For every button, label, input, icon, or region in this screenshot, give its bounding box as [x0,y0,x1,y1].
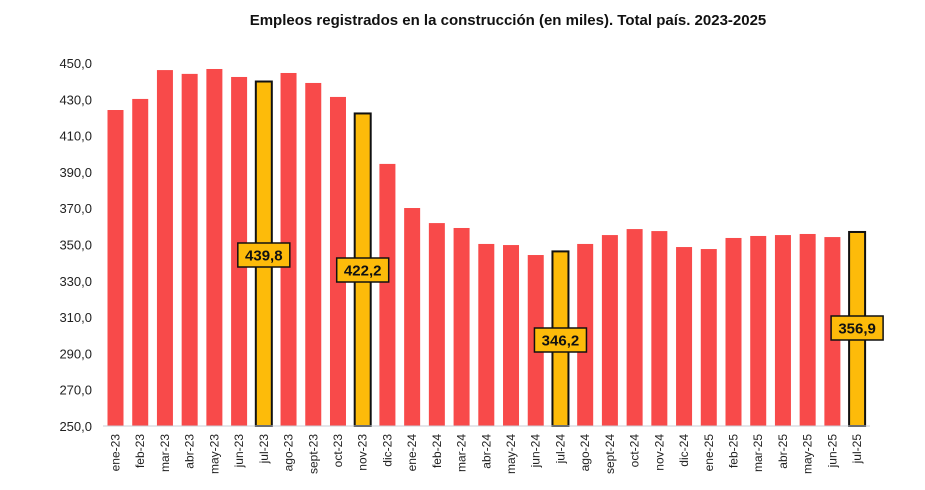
bar [156,70,173,427]
data-label-box [533,327,588,353]
bar [799,233,816,426]
x-tick-label: jul-23 [257,434,271,465]
x-tick-label: abr-25 [776,434,790,469]
bar [478,243,495,426]
bar [453,227,470,426]
bar [503,245,520,426]
bar [725,237,742,426]
x-tick-label: may-24 [504,434,518,474]
x-tick-label: feb-24 [430,434,444,468]
data-label-box [830,315,884,341]
y-tick-label: 390,0 [59,165,92,180]
x-tick-label: mar-25 [751,434,765,472]
x-axis: ene-23 feb-23 mar-23 abr-23 may-23 jun-23 jul-… [103,425,870,474]
bar [601,235,618,426]
x-tick-label: nov-23 [356,434,370,471]
x-tick-label: oct-24 [628,434,642,468]
data-label: 439,8 [245,248,283,265]
y-tick-label: 270,0 [59,383,92,398]
x-tick-label: feb-25 [727,434,741,468]
x-tick-label: mar-23 [158,434,172,472]
y-tick-label: 350,0 [59,238,92,253]
x-tick-label: may-25 [801,434,815,474]
x-tick-label: sept-24 [603,434,617,474]
x-tick-label: ago-24 [578,434,592,472]
bar [206,68,223,426]
data-label-box [335,257,390,283]
y-tick-label: 310,0 [59,310,92,325]
y-tick-label: 290,0 [59,346,92,361]
data-label: 422,2 [344,263,382,280]
x-tick-label: sept-23 [306,434,320,474]
y-tick-label: 430,0 [59,92,92,107]
x-tick-label: jul-25 [850,434,864,465]
y-tick-label: 330,0 [59,274,92,289]
data-label: 346,2 [542,333,580,350]
x-tick-label: ago-23 [282,434,296,472]
x-tick-label: jun-23 [232,434,246,469]
bar [428,223,445,426]
bar [700,249,717,426]
y-tick-label: 450,0 [59,56,92,71]
bar [651,231,668,426]
x-tick-label: may-23 [207,434,221,474]
x-tick-label: feb-23 [133,434,147,468]
x-tick-label: jun-25 [825,434,839,469]
bar [132,98,149,426]
x-tick-label: ene-23 [109,434,123,472]
x-tick-label: ene-24 [405,434,419,472]
x-tick-label: dic-23 [380,434,394,467]
bar [774,235,791,426]
y-axis: 250,0 270,0 290,0 310,0 330,0 350,0 370,0 390,0… [59,56,92,434]
data-labels: 439,8 422,2 346,2 356,9 [237,242,884,353]
x-tick-label: abr-24 [479,434,493,469]
x-tick-label: ene-25 [702,434,716,472]
y-tick-label: 250,0 [59,419,92,434]
y-tick-label: 370,0 [59,201,92,216]
bar [676,247,693,426]
x-tick-label: jul-24 [553,434,567,465]
x-tick-label: mar-24 [455,434,469,472]
bar [404,208,421,426]
bar [107,110,124,427]
x-tick-label: nov-24 [652,434,666,471]
data-label-box [237,242,291,268]
bar [626,229,643,426]
x-tick-label: abr-23 [183,434,197,469]
y-tick-label: 410,0 [59,129,92,144]
x-tick-label: jun-24 [529,434,543,469]
bar [181,73,198,426]
bar [379,163,396,426]
bars [107,68,867,427]
bar [305,82,322,426]
chart-title: Empleos registrados en la construcción (… [250,12,767,29]
data-label: 356,9 [838,321,876,338]
x-tick-label: dic-24 [677,434,691,467]
bar [750,235,767,426]
x-tick-label: oct-23 [331,434,345,468]
